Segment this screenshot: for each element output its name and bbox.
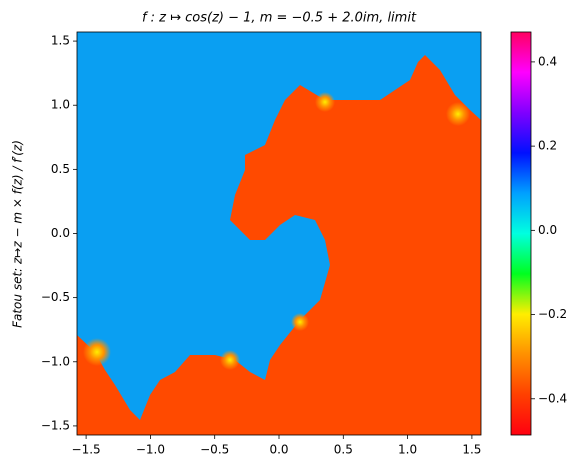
y-tick-label: 0.5 (51, 162, 70, 176)
glow (291, 313, 309, 331)
colorbar-tick-label: 0.4 (538, 54, 557, 68)
colorbar (510, 31, 532, 436)
x-tick-label: −1.5 (72, 443, 101, 457)
x-tick-label: 1.0 (398, 443, 417, 457)
fatou-image (77, 32, 481, 435)
colorbar-tick-label: −0.4 (538, 391, 567, 405)
glow (315, 92, 335, 112)
y-tick-label: 1.0 (51, 98, 70, 112)
y-tick-label: 1.5 (51, 34, 70, 48)
x-tick-label: −1.0 (136, 443, 165, 457)
x-tick-label: 0.0 (269, 443, 288, 457)
x-tick-label: 0.5 (334, 443, 353, 457)
x-tick-label: −0.5 (200, 443, 229, 457)
y-tick-label: −1.5 (41, 418, 70, 432)
y-tick-label: −1.0 (41, 354, 70, 368)
colorbar-tick-label: 0.0 (538, 223, 557, 237)
glow (83, 338, 111, 366)
colorbar-tick-label: 0.2 (538, 139, 557, 153)
chart-title: f : z ↦ cos(z) − 1, m = −0.5 + 2.0im, li… (142, 11, 417, 26)
glow (220, 350, 240, 370)
basin-orange (77, 55, 481, 435)
glow (446, 102, 470, 126)
colorbar-tick-label: −0.2 (538, 307, 567, 321)
y-tick-label: −0.5 (41, 290, 70, 304)
y-tick-label: 0.0 (51, 226, 70, 240)
x-tick-label: 1.5 (462, 443, 481, 457)
y-axis-label: Fatou set: z↦z − m × f(z) / f′(z) (11, 140, 25, 328)
